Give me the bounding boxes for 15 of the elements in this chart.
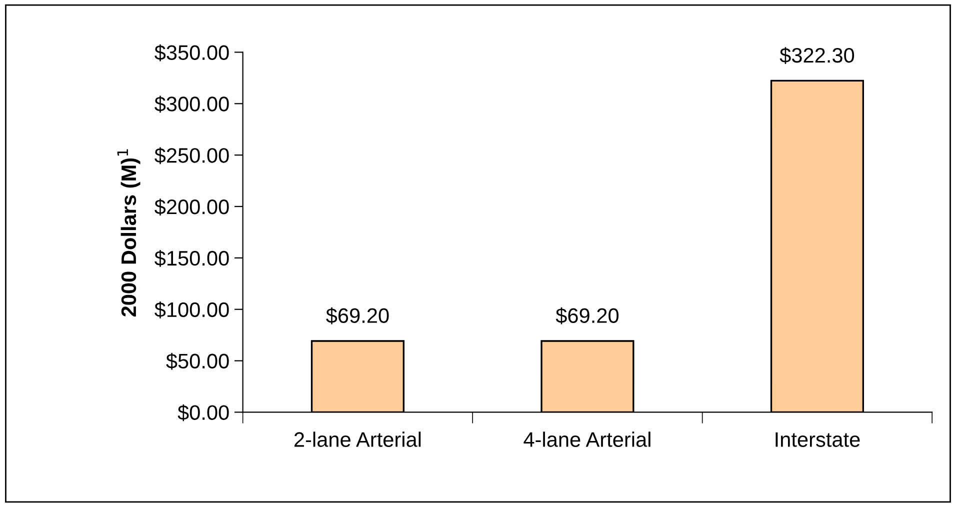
y-axis-title: 2000 Dollars (M)$^{1}$ bbox=[117, 149, 140, 316]
y-tick-label: $100.00 bbox=[154, 301, 229, 318]
y-tick-label: $50.00 bbox=[166, 352, 229, 370]
y-tick-label: $300.00 bbox=[154, 96, 229, 113]
x-tick-label: Interstate bbox=[776, 432, 860, 447]
y-tick-label: $350.00 bbox=[154, 44, 229, 62]
x-tick-label: 2-lane Arterial bbox=[294, 432, 421, 447]
y-tick-label: $200.00 bbox=[154, 198, 229, 216]
data-label: $69.20 bbox=[556, 307, 619, 324]
data-label: $69.20 bbox=[326, 307, 389, 324]
y-tick-label: $150.00 bbox=[154, 250, 229, 267]
data-label: $322.30 bbox=[780, 47, 854, 64]
x-tick-label: 4-lane Arterial bbox=[524, 432, 650, 447]
y-tick-label: $0.00 bbox=[178, 404, 229, 422]
y-tick-label: $250.00 bbox=[154, 147, 229, 164]
